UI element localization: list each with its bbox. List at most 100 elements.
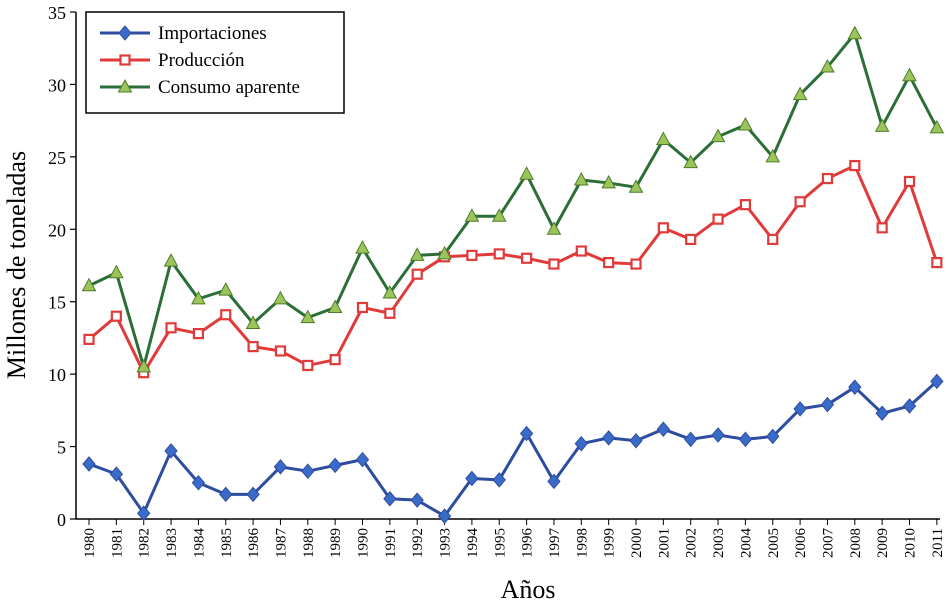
data-point-producci-n [466,249,478,261]
data-point-consumo-aparente [820,58,835,73]
data-point-producci-n [712,213,724,225]
x-tick-label: 2007 [820,528,836,559]
x-tick-label: 2002 [684,528,700,558]
y-tick-label: 5 [57,438,66,458]
data-point-importaciones [848,379,862,395]
data-point-producci-n [931,257,943,269]
data-point-importaciones [902,398,917,414]
data-point-consumo-aparente [874,118,890,132]
data-point-importaciones [766,428,780,445]
x-tick-label: 1997 [547,528,563,559]
data-point-consumo-aparente [519,166,534,180]
data-point-consumo-aparente [710,128,726,143]
x-tick-label: 1991 [383,528,399,558]
x-tick-label: 2000 [629,528,645,558]
y-tick-label: 35 [48,3,66,23]
x-tick-label: 1984 [191,528,207,559]
data-point-importaciones [164,443,178,459]
data-point-producci-n [411,268,423,280]
data-point-importaciones [109,466,124,482]
data-point-importaciones [930,373,944,390]
data-point-importaciones [219,486,233,503]
x-tick-label: 1999 [602,528,618,558]
legend-marker-producci-n [119,54,131,66]
data-point-importaciones [629,433,643,449]
legend-marker-consumo-aparente [117,78,133,93]
data-point-consumo-aparente [437,245,452,260]
data-point-consumo-aparente [136,358,152,373]
data-point-consumo-aparente [628,179,644,193]
y-tick-label: 0 [57,510,66,530]
data-point-producci-n [548,258,560,270]
data-point-importaciones [547,473,561,490]
data-point-consumo-aparente [929,119,945,134]
x-tick-label: 2006 [793,528,809,559]
legend-label-consumo-aparente: Consumo aparente [158,77,300,98]
x-tick-label: 1988 [301,528,317,558]
x-tick-label: 2003 [711,528,727,558]
data-point-consumo-aparente [109,264,124,279]
data-point-consumo-aparente [464,208,480,222]
series-producci-n [83,159,943,379]
data-point-consumo-aparente [792,86,808,101]
data-point-producci-n [575,245,587,257]
data-point-consumo-aparente [683,154,699,169]
y-tick-label: 20 [48,220,66,240]
x-tick-label: 1982 [137,528,153,558]
data-point-importaciones [820,396,835,413]
data-point-consumo-aparente [273,290,288,305]
data-point-producci-n [192,327,204,340]
x-tick-label: 2009 [875,528,891,558]
data-point-producci-n [603,257,615,269]
data-point-consumo-aparente [601,174,616,189]
data-point-importaciones [137,505,151,521]
axes: 0 5 10 15 20 25 30 35 1980 1981 1982 1983 1984 1985 19… [48,3,946,558]
series-importaciones [82,373,944,524]
data-point-consumo-aparente [245,315,261,329]
data-point-importaciones [273,459,288,475]
x-tick-label: 2010 [903,528,919,558]
data-point-consumo-aparente [163,253,179,267]
legend: Importaciones Producción Consumo aparente [85,11,345,114]
data-point-importaciones [574,435,588,452]
data-point-producci-n [274,345,287,357]
data-point-importaciones [191,475,206,491]
data-point-consumo-aparente [409,247,425,261]
series-line-consumo-aparente [88,32,939,369]
x-axis-title: Años [501,575,556,604]
data-point-producci-n [493,248,505,260]
data-point-producci-n [657,222,669,234]
legend-label-producci-n: Producción [158,50,245,71]
data-point-importaciones [738,431,753,448]
data-point-producci-n [220,309,232,321]
data-point-consumo-aparente [382,284,398,299]
x-tick-label: 2008 [848,528,864,558]
data-point-importaciones [301,463,315,479]
data-point-producci-n [630,258,642,270]
x-tick-label: 1998 [574,528,590,558]
data-point-producci-n [247,341,259,353]
data-point-consumo-aparente [300,309,316,324]
x-tick-label: 1994 [465,528,481,559]
data-point-importaciones [355,451,370,468]
data-point-producci-n [821,172,834,185]
y-tick-label: 10 [48,365,66,385]
data-point-importaciones [383,490,397,507]
data-point-importaciones [601,430,616,446]
data-point-importaciones [793,401,807,417]
series-consumo-aparente [81,25,945,373]
data-point-producci-n [794,196,806,208]
data-point-producci-n [767,233,779,246]
data-point-consumo-aparente [573,171,589,186]
legend-label-importaciones: Importaciones [158,23,267,44]
data-point-producci-n [356,301,369,314]
data-point-producci-n [302,359,314,372]
x-tick-label: 2001 [656,528,672,558]
data-point-producci-n [110,310,122,322]
data-point-consumo-aparente [191,290,206,305]
x-tick-label: 2005 [766,528,782,558]
x-tick-label: 1995 [492,528,508,558]
x-tick-label: 1993 [438,528,454,558]
